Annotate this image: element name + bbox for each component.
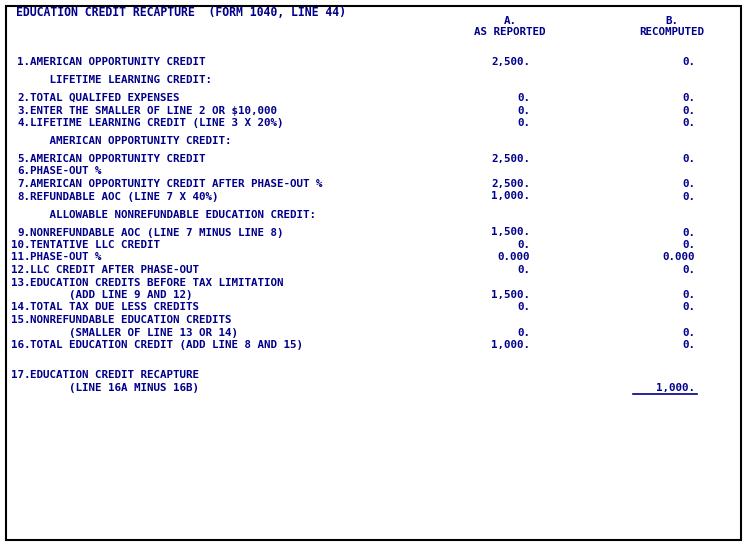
Text: LIFETIME LEARNING CREDIT (LINE 3 X 20%): LIFETIME LEARNING CREDIT (LINE 3 X 20%) [30, 118, 284, 128]
Text: (ADD LINE 9 AND 12): (ADD LINE 9 AND 12) [30, 290, 193, 300]
Text: RECOMPUTED: RECOMPUTED [639, 27, 704, 37]
Text: 12.: 12. [10, 265, 30, 275]
Text: PHASE-OUT %: PHASE-OUT % [30, 167, 102, 176]
Text: 1,500.: 1,500. [491, 228, 530, 238]
Text: 0.: 0. [517, 105, 530, 116]
Text: 0.: 0. [682, 328, 695, 337]
Text: TOTAL EDUCATION CREDIT (ADD LINE 8 AND 15): TOTAL EDUCATION CREDIT (ADD LINE 8 AND 1… [30, 340, 303, 350]
Text: 0.: 0. [517, 302, 530, 312]
Text: 2,500.: 2,500. [491, 179, 530, 189]
Text: 4.: 4. [17, 118, 30, 128]
Text: B.: B. [666, 16, 678, 26]
Text: NONREFUNDABLE EDUCATION CREDITS: NONREFUNDABLE EDUCATION CREDITS [30, 315, 232, 325]
Text: 14.: 14. [10, 302, 30, 312]
Text: (LINE 16A MINUS 16B): (LINE 16A MINUS 16B) [30, 383, 199, 393]
Text: 0.: 0. [517, 240, 530, 250]
Text: NONREFUNDABLE AOC (LINE 7 MINUS LINE 8): NONREFUNDABLE AOC (LINE 7 MINUS LINE 8) [30, 228, 284, 238]
Text: LLC CREDIT AFTER PHASE-OUT: LLC CREDIT AFTER PHASE-OUT [30, 265, 199, 275]
Text: 16.: 16. [10, 340, 30, 350]
Text: PHASE-OUT %: PHASE-OUT % [30, 252, 102, 263]
Text: 1,000.: 1,000. [491, 340, 530, 350]
Text: 0.: 0. [682, 265, 695, 275]
Text: 0.: 0. [682, 290, 695, 300]
Text: TENTATIVE LLC CREDIT: TENTATIVE LLC CREDIT [30, 240, 160, 250]
Text: 0.000: 0.000 [663, 252, 695, 263]
Text: 0.: 0. [517, 265, 530, 275]
Text: 0.: 0. [682, 192, 695, 201]
Text: 13.: 13. [10, 277, 30, 288]
Text: ENTER THE SMALLER OF LINE 2 OR $10,000: ENTER THE SMALLER OF LINE 2 OR $10,000 [30, 105, 277, 116]
Text: 0.: 0. [682, 105, 695, 116]
Text: 10.: 10. [10, 240, 30, 250]
Text: (SMALLER OF LINE 13 OR 14): (SMALLER OF LINE 13 OR 14) [30, 328, 238, 337]
Text: A.: A. [503, 16, 516, 26]
Text: EDUCATION CREDITS BEFORE TAX LIMITATION: EDUCATION CREDITS BEFORE TAX LIMITATION [30, 277, 284, 288]
Text: LIFETIME LEARNING CREDIT:: LIFETIME LEARNING CREDIT: [30, 75, 212, 85]
Text: TOTAL QUALIFED EXPENSES: TOTAL QUALIFED EXPENSES [30, 93, 179, 103]
Text: REFUNDABLE AOC (LINE 7 X 40%): REFUNDABLE AOC (LINE 7 X 40%) [30, 192, 219, 201]
Text: 5.: 5. [17, 154, 30, 164]
Text: 15.: 15. [10, 315, 30, 325]
Text: 0.: 0. [517, 93, 530, 103]
Text: 3.: 3. [17, 105, 30, 116]
Text: 0.: 0. [682, 240, 695, 250]
Text: 0.: 0. [682, 118, 695, 128]
Text: 2,500.: 2,500. [491, 154, 530, 164]
Text: 1,000.: 1,000. [656, 383, 695, 393]
Text: 11.: 11. [10, 252, 30, 263]
Text: ALLOWABLE NONREFUNDABLE EDUCATION CREDIT:: ALLOWABLE NONREFUNDABLE EDUCATION CREDIT… [30, 210, 316, 219]
Text: EDUCATION CREDIT RECAPTURE: EDUCATION CREDIT RECAPTURE [30, 371, 199, 381]
Text: 2.: 2. [17, 93, 30, 103]
Text: 0.: 0. [517, 118, 530, 128]
Text: 0.000: 0.000 [498, 252, 530, 263]
Text: 0.: 0. [682, 302, 695, 312]
Text: 1.: 1. [17, 57, 30, 67]
Text: 1,500.: 1,500. [491, 290, 530, 300]
Text: 17.: 17. [10, 371, 30, 381]
Text: AMERICAN OPPORTUNITY CREDIT: AMERICAN OPPORTUNITY CREDIT [30, 57, 205, 67]
Text: 0.: 0. [682, 93, 695, 103]
Text: 0.: 0. [517, 328, 530, 337]
Text: 7.: 7. [17, 179, 30, 189]
Text: 6.: 6. [17, 167, 30, 176]
Text: 0.: 0. [682, 340, 695, 350]
Text: 1,000.: 1,000. [491, 192, 530, 201]
Text: 0.: 0. [682, 228, 695, 238]
Text: 0.: 0. [682, 179, 695, 189]
Text: TOTAL TAX DUE LESS CREDITS: TOTAL TAX DUE LESS CREDITS [30, 302, 199, 312]
Text: EDUCATION CREDIT RECAPTURE  (FORM 1040, LINE 44): EDUCATION CREDIT RECAPTURE (FORM 1040, L… [16, 6, 346, 19]
Text: AS REPORTED: AS REPORTED [474, 27, 546, 37]
Text: AMERICAN OPPORTUNITY CREDIT: AMERICAN OPPORTUNITY CREDIT [30, 154, 205, 164]
Text: 9.: 9. [17, 228, 30, 238]
Text: 2,500.: 2,500. [491, 57, 530, 67]
Text: AMERICAN OPPORTUNITY CREDIT AFTER PHASE-OUT %: AMERICAN OPPORTUNITY CREDIT AFTER PHASE-… [30, 179, 323, 189]
Text: AMERICAN OPPORTUNITY CREDIT:: AMERICAN OPPORTUNITY CREDIT: [30, 136, 232, 146]
Text: 0.: 0. [682, 57, 695, 67]
Text: 0.: 0. [682, 154, 695, 164]
Text: 8.: 8. [17, 192, 30, 201]
